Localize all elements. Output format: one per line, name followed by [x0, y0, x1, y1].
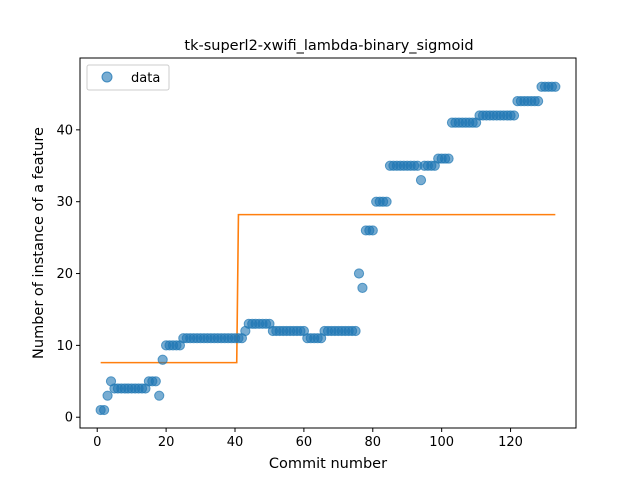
data-point: [154, 390, 165, 401]
fit-line: [100, 213, 556, 364]
data-point: [353, 268, 365, 279]
y-axis-ticks: 0 10 20 30 40: [56, 123, 80, 426]
data-point: [99, 404, 110, 416]
data-points-layer: [95, 81, 561, 416]
x-axis-ticks: 0 20 40 60 80 100 120: [93, 428, 523, 450]
y-tick-label: 40: [56, 123, 73, 138]
y-tick-label: 20: [56, 267, 73, 282]
x-tick-label: 100: [429, 435, 454, 450]
plot-area: [95, 81, 561, 416]
data-point: [415, 175, 427, 186]
legend-box: [86, 64, 170, 91]
data-point: [367, 225, 378, 236]
y-axis-label: Number of instance of a feature: [31, 127, 47, 359]
plot-frame: [79, 57, 577, 429]
x-tick-label: 80: [365, 435, 382, 450]
x-tick-label: 120: [498, 435, 523, 450]
data-point: [150, 376, 161, 387]
x-tick-label: 40: [227, 435, 244, 450]
y-tick-label: 10: [56, 339, 73, 354]
fit-line-layer: [100, 213, 556, 364]
y-tick-label: 0: [65, 411, 73, 426]
data-point: [102, 390, 113, 401]
data-point: [357, 282, 368, 294]
legend-label: data: [131, 71, 160, 86]
data-point: [157, 354, 168, 365]
x-tick-label: 0: [93, 435, 101, 450]
data-point: [550, 81, 561, 92]
data-point: [508, 110, 520, 121]
legend: data: [86, 64, 170, 91]
data-point: [533, 96, 544, 107]
legend-marker: [101, 71, 113, 83]
data-point: [350, 325, 361, 337]
data-point: [381, 196, 392, 207]
x-axis-label: Commit number: [269, 456, 387, 472]
chart-title: tk-superl2-xwifi_lambda-binary_sigmoid: [184, 38, 473, 54]
y-tick-label: 30: [56, 195, 73, 210]
x-tick-label: 60: [296, 435, 313, 450]
data-point: [443, 153, 454, 164]
x-tick-label: 20: [158, 435, 175, 450]
